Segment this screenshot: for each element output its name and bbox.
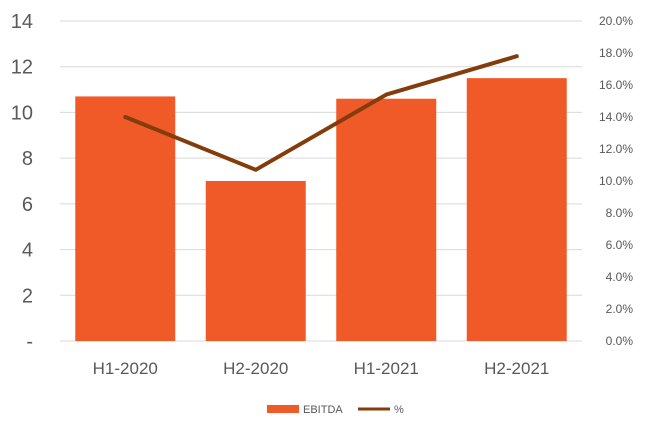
left-tick-label: 6 xyxy=(22,194,33,216)
left-tick-label: 10 xyxy=(11,102,33,124)
left-tick-label: 2 xyxy=(22,285,33,307)
bar-H1-2020 xyxy=(75,96,176,341)
right-tick-label: 16.0% xyxy=(599,78,633,92)
bar-series-ebitda xyxy=(75,78,567,342)
x-axis-ticks: H1-2020 H2-2020 H1-2021 H2-2021 xyxy=(93,359,550,378)
bar-H1-2021 xyxy=(336,98,437,341)
line-series-percent xyxy=(123,54,519,172)
right-axis-ticks: 0.0% 2.0% 4.0% 6.0% 8.0% 10.0% 12.0% 14.0% 16.0%… xyxy=(599,14,633,348)
percent-line xyxy=(123,54,519,172)
legend-label-ebitda: EBITDA xyxy=(303,404,343,416)
legend-swatch-ebitda xyxy=(267,405,299,413)
left-tick-label: 8 xyxy=(22,148,33,170)
legend: EBITDA % xyxy=(267,404,404,416)
left-tick-label: 4 xyxy=(22,240,33,262)
right-tick-label: 14.0% xyxy=(599,110,633,124)
right-tick-label: 0.0% xyxy=(606,334,634,348)
right-tick-label: 2.0% xyxy=(606,302,634,316)
right-tick-label: 12.0% xyxy=(599,142,633,156)
x-tick-label: H1-2021 xyxy=(354,359,419,378)
left-tick-label: 14 xyxy=(11,11,33,33)
left-axis-ticks: - 2 4 6 8 10 12 14 xyxy=(11,11,33,353)
x-tick-label: H1-2020 xyxy=(93,359,158,378)
legend-label-percent: % xyxy=(394,404,404,416)
right-tick-label: 18.0% xyxy=(599,46,633,60)
bar-H2-2020 xyxy=(205,181,306,341)
right-tick-label: 20.0% xyxy=(599,14,633,28)
left-tick-label: - xyxy=(26,331,33,353)
left-tick-label: 12 xyxy=(11,57,33,79)
right-tick-label: 10.0% xyxy=(599,174,633,188)
right-tick-label: 4.0% xyxy=(606,270,634,284)
x-tick-label: H2-2020 xyxy=(223,359,288,378)
bar-H2-2021 xyxy=(466,78,567,342)
right-tick-label: 8.0% xyxy=(606,206,634,220)
right-tick-label: 6.0% xyxy=(606,238,634,252)
x-tick-label: H2-2021 xyxy=(484,359,549,378)
